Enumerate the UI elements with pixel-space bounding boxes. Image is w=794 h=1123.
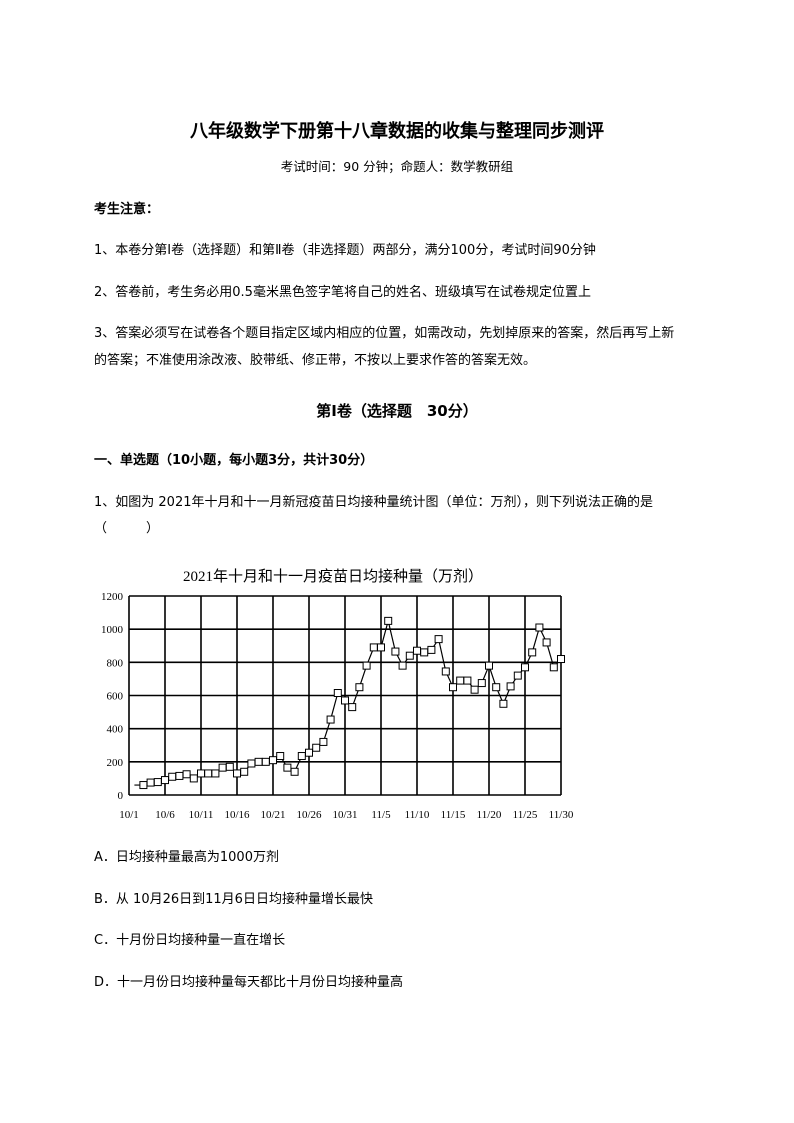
data-point	[326, 715, 335, 724]
data-point	[355, 683, 364, 692]
x-tick-label: 11/5	[371, 809, 391, 821]
x-tick-label: 11/25	[513, 809, 538, 821]
data-point	[377, 643, 385, 652]
data-point	[168, 772, 177, 781]
x-tick-label: 10/31	[332, 809, 357, 821]
exam-info: 考试时间：90 分钟；命题人：数学教研组	[280, 159, 514, 174]
data-point	[161, 776, 169, 785]
data-point	[542, 638, 551, 647]
notice-item-3-cont: 的答案；不准使用涂改液、胶带纸、修正带，不按以上要求作答的答案无效。	[94, 353, 537, 368]
data-point	[470, 685, 479, 694]
data-point	[247, 759, 256, 768]
x-tick-label: 11/15	[441, 809, 466, 821]
data-point	[211, 769, 220, 778]
vaccination-chart: 2021年十月和十一月疫苗日均接种量（万剂） 0 200 400 600 800 1000…	[101, 568, 574, 821]
y-tick-label: 600	[107, 691, 124, 703]
data-point	[305, 748, 313, 757]
option-d[interactable]: D．十一月份日均接种量每天都比十月份日均接种量高	[94, 975, 404, 990]
data-point	[146, 778, 155, 787]
notice-item-2: 2、答卷前，考生务必用0.5毫米黑色签字笔将自己的姓名、班级填写在试卷规定位置上	[94, 285, 591, 300]
data-point	[362, 661, 371, 670]
data-point	[276, 752, 285, 761]
x-tick-label: 11/30	[549, 809, 574, 821]
data-point	[513, 671, 522, 680]
data-point	[283, 763, 292, 772]
option-c[interactable]: C．十月份日均接种量一直在增长	[94, 933, 286, 948]
y-tick-label: 0	[118, 790, 124, 802]
data-point	[492, 683, 501, 692]
data-point	[233, 769, 241, 778]
data-point	[341, 696, 349, 705]
x-tick-label: 10/1	[119, 809, 139, 821]
notice-item-3: 3、答案必须写在试卷各个题目指定区域内相应的位置，如需改动，先划掉原来的答案，然…	[94, 326, 675, 341]
section-part: 一、单选题（10小题，每小题3分，共计30分）	[94, 453, 374, 468]
data-point	[463, 676, 472, 685]
data-point	[197, 769, 205, 778]
chart-title: 2021年十月和十一月疫苗日均接种量（万剂）	[183, 568, 483, 585]
data-point	[319, 737, 328, 746]
data-point	[405, 651, 414, 660]
x-tick-label: 10/11	[189, 809, 214, 821]
data-point	[240, 767, 249, 776]
x-tick-label: 11/10	[405, 809, 430, 821]
data-point	[434, 635, 443, 644]
y-tick-label: 1000	[101, 624, 124, 636]
data-point	[218, 763, 227, 772]
data-point	[485, 661, 493, 670]
data-point	[528, 648, 537, 657]
data-point	[189, 774, 198, 783]
data-point	[549, 663, 558, 672]
data-point	[441, 667, 450, 676]
data-point	[557, 655, 565, 664]
question-stem: 1、如图为 2021年十月和十一月新冠疫苗日均接种量统计图（单位：万剂），则下列…	[94, 495, 653, 510]
data-point	[420, 648, 429, 657]
y-tick-label: 400	[107, 724, 124, 736]
data-point	[499, 699, 508, 708]
data-point	[297, 752, 306, 761]
x-tick-label: 10/26	[296, 809, 322, 821]
data-point	[391, 647, 400, 656]
data-point	[506, 682, 515, 691]
data-point	[139, 781, 148, 790]
data-point	[204, 769, 213, 778]
data-point	[348, 703, 357, 712]
answer-blank: （ ）	[94, 521, 160, 536]
data-point	[182, 770, 191, 779]
data-point	[398, 661, 407, 670]
x-tick-label: 11/20	[477, 809, 502, 821]
x-tick-label: 10/16	[224, 809, 250, 821]
data-point	[477, 679, 486, 688]
data-point	[449, 683, 457, 692]
notice-item-1: 1、本卷分第Ⅰ卷（选择题）和第Ⅱ卷（非选择题）两部分，满分100分，考试时间90…	[94, 243, 596, 258]
data-point	[175, 771, 184, 780]
y-tick-label: 1200	[101, 591, 124, 603]
data-point	[269, 756, 277, 765]
option-b[interactable]: B．从 10月26日到11月6日日均接种量增长最快	[94, 892, 373, 907]
data-point	[254, 757, 263, 766]
data-point	[290, 767, 299, 776]
x-tick-label: 10/21	[260, 809, 285, 821]
option-a[interactable]: A．日均接种量最高为1000万剂	[94, 850, 279, 865]
data-point	[333, 689, 342, 698]
notice-heading: 考生注意：	[94, 202, 160, 217]
data-point	[369, 643, 378, 652]
y-tick-label: 200	[107, 757, 124, 769]
data-point	[456, 676, 465, 685]
x-tick-label: 10/6	[155, 809, 175, 821]
data-point	[225, 762, 234, 771]
data-point	[153, 778, 162, 787]
section-title: 第Ⅰ卷（选择题 30分）	[316, 402, 478, 420]
data-point	[535, 623, 544, 632]
data-point	[261, 757, 270, 766]
data-point	[384, 616, 393, 625]
y-tick-label: 800	[107, 657, 124, 669]
data-point	[521, 663, 529, 672]
data-point	[413, 646, 421, 655]
page-title: 八年级数学下册第十八章数据的收集与整理同步测评	[190, 121, 604, 142]
data-point	[427, 645, 436, 654]
data-point	[312, 743, 321, 752]
